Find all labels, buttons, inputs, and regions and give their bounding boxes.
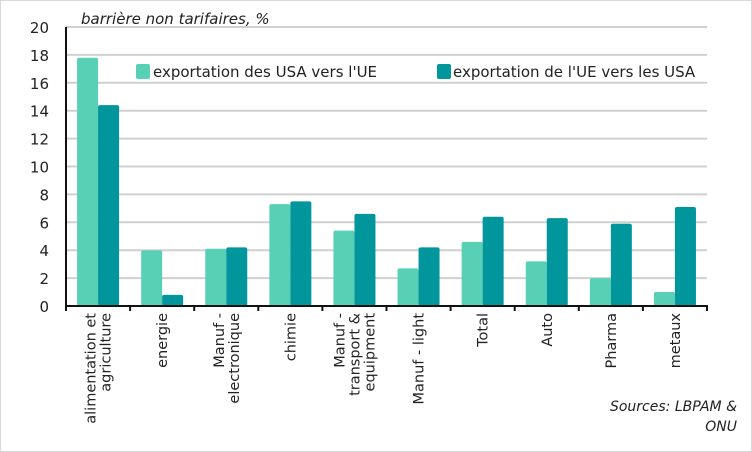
- y-tick-label: 14: [30, 103, 49, 121]
- bar-eu-to-usa: [226, 247, 248, 306]
- legend-label: exportation des USA vers l'UE: [153, 63, 377, 81]
- bar-eu-to-usa: [546, 218, 568, 306]
- bar-usa-to-eu: [653, 292, 675, 306]
- legend-swatch: [437, 64, 451, 79]
- bar-usa-to-eu: [205, 248, 227, 306]
- x-tick-label: Total: [476, 313, 492, 348]
- bar-usa-to-eu: [525, 261, 547, 306]
- bar-eu-to-usa: [162, 294, 184, 306]
- bar-eu-to-usa: [482, 216, 504, 306]
- x-tick-labels: alimentation etagriculture energie Manuf -…: [84, 313, 684, 424]
- x-tick-label: metaux: [668, 313, 684, 369]
- bar-eu-to-usa: [98, 105, 120, 307]
- bar-usa-to-eu: [141, 250, 163, 306]
- y-tick-label: 10: [30, 159, 49, 177]
- gridlines: [66, 26, 707, 280]
- x-tick-label: Manuf -electronique: [212, 313, 243, 404]
- y-tick-label: 18: [30, 47, 49, 65]
- bars: [77, 57, 696, 307]
- bar-usa-to-eu: [589, 278, 611, 306]
- y-tick-label: 8: [39, 186, 49, 204]
- bar-usa-to-eu: [333, 230, 355, 306]
- bar-eu-to-usa: [354, 213, 376, 306]
- bar-usa-to-eu: [397, 268, 419, 306]
- y-tick-label: 12: [30, 131, 49, 149]
- y-tick-labels: 0 2 4 6 8 10 12 14 16 18 20: [30, 19, 49, 316]
- x-tick-label: energie: [155, 313, 171, 368]
- axes: [65, 27, 708, 311]
- bar-eu-to-usa: [418, 247, 440, 306]
- x-tick-label: Pharma: [604, 313, 620, 369]
- x-tick-label: alimentation etagriculture: [84, 313, 115, 424]
- y-tick-label: 0: [39, 298, 49, 316]
- legend-swatch: [136, 64, 150, 79]
- source-note: Sources: LBPAM & ONU: [610, 399, 737, 435]
- bar-usa-to-eu: [269, 204, 291, 306]
- bar-eu-to-usa: [610, 223, 632, 306]
- legend-label: exportation de l'UE vers les USA: [453, 63, 696, 81]
- y-tick-label: 20: [30, 19, 49, 37]
- x-tick-label: Auto: [540, 313, 556, 347]
- y-tick-label: 6: [39, 214, 49, 232]
- x-tick-label: Manuf - light: [412, 313, 428, 405]
- chart-title: barrière non tarifaires, %: [81, 10, 270, 28]
- y-tick-label: 16: [30, 75, 49, 93]
- bar-usa-to-eu: [461, 241, 483, 306]
- y-tick-label: 2: [39, 270, 49, 288]
- x-tick-label: chimie: [283, 313, 299, 361]
- y-tick-label: 4: [39, 242, 49, 260]
- bar-eu-to-usa: [674, 206, 696, 306]
- bar-usa-to-eu: [77, 57, 99, 306]
- bar-eu-to-usa: [290, 201, 312, 306]
- legend: exportation des USA vers l'UE exportation…: [136, 63, 696, 81]
- x-tick-label: Manuf -transport &equipment: [332, 313, 378, 396]
